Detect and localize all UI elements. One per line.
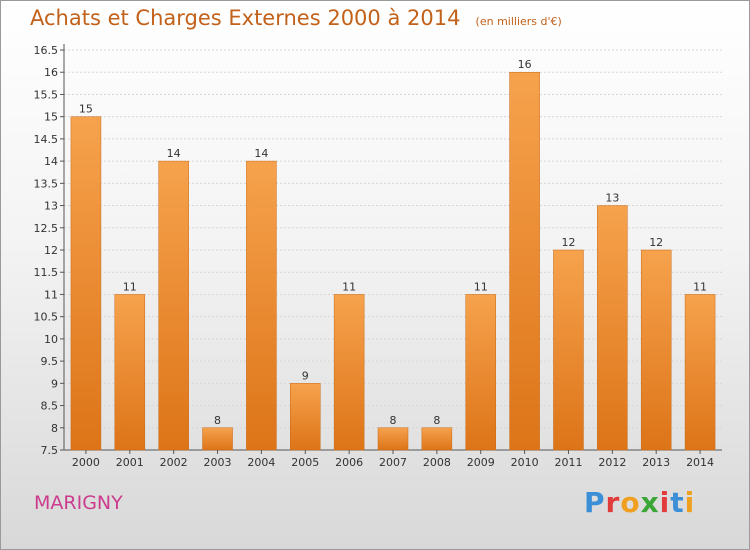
bar-2008 xyxy=(421,427,453,451)
bar-2006 xyxy=(333,294,365,451)
x-tick-label-2005: 2005 xyxy=(291,456,319,469)
y-tick-label: 13.5 xyxy=(34,177,59,190)
bar-2000 xyxy=(70,116,102,451)
data-label-2013: 12 xyxy=(649,236,663,249)
x-tick-label-2013: 2013 xyxy=(642,456,670,469)
data-label-2002: 14 xyxy=(167,147,181,160)
y-tick-label: 9 xyxy=(51,377,58,390)
data-label-2003: 8 xyxy=(214,414,221,427)
x-tick-label-2011: 2011 xyxy=(554,456,582,469)
proxiti-logo: Proxiti xyxy=(584,486,696,519)
bar-2007 xyxy=(377,427,409,451)
bar-2014 xyxy=(684,294,716,451)
x-tick-label-2002: 2002 xyxy=(160,456,188,469)
x-tick-label-2007: 2007 xyxy=(379,456,407,469)
data-label-2009: 11 xyxy=(474,280,488,293)
data-label-2005: 9 xyxy=(302,369,309,382)
data-label-2008: 8 xyxy=(433,414,440,427)
data-label-2011: 12 xyxy=(561,236,575,249)
data-label-2000: 15 xyxy=(79,103,93,116)
chart-title: Achats et Charges Externes 2000 à 2014 (… xyxy=(30,6,562,30)
chart-title-main: Achats et Charges Externes 2000 à 2014 xyxy=(30,6,461,30)
data-label-2012: 13 xyxy=(605,192,619,205)
data-label-2007: 8 xyxy=(390,414,397,427)
x-tick-label-2006: 2006 xyxy=(335,456,363,469)
y-tick-label: 14.5 xyxy=(34,133,59,146)
y-tick-label: 14 xyxy=(44,155,58,168)
x-tick-label-2012: 2012 xyxy=(598,456,626,469)
y-tick-label: 9.5 xyxy=(41,355,59,368)
bar-2012 xyxy=(597,205,628,451)
x-tick-label-2001: 2001 xyxy=(116,456,144,469)
x-tick-label-2004: 2004 xyxy=(247,456,275,469)
y-tick-label: 10 xyxy=(44,333,58,346)
y-tick-label: 11 xyxy=(44,288,58,301)
x-tick-label-2000: 2000 xyxy=(72,456,100,469)
y-tick-label: 15 xyxy=(44,111,58,124)
y-tick-label: 11.5 xyxy=(34,266,59,279)
x-tick-label-2014: 2014 xyxy=(686,456,714,469)
x-tick-label-2008: 2008 xyxy=(423,456,451,469)
y-tick-label: 8.5 xyxy=(41,400,59,413)
bar-2001 xyxy=(114,294,146,451)
data-label-2001: 11 xyxy=(123,280,137,293)
y-tick-label: 15.5 xyxy=(34,88,59,101)
y-tick-label: 7.5 xyxy=(41,444,59,457)
x-tick-label-2009: 2009 xyxy=(467,456,495,469)
data-label-2014: 11 xyxy=(693,280,707,293)
y-tick-label: 13 xyxy=(44,200,58,213)
y-tick-label: 16 xyxy=(44,66,58,79)
data-label-2004: 14 xyxy=(254,147,268,160)
bar-2011 xyxy=(553,249,584,451)
bar-2010 xyxy=(509,71,540,451)
commune-name: MARIGNY xyxy=(34,492,123,514)
bar-2004 xyxy=(246,160,277,451)
data-label-2010: 16 xyxy=(518,58,532,71)
y-tick-label: 16.5 xyxy=(34,44,59,57)
y-tick-label: 12.5 xyxy=(34,222,59,235)
y-tick-label: 12 xyxy=(44,244,58,257)
bar-2009 xyxy=(465,294,496,451)
data-label-2006: 11 xyxy=(342,280,356,293)
x-tick-label-2010: 2010 xyxy=(511,456,539,469)
bar-2013 xyxy=(640,249,672,451)
bar-2003 xyxy=(202,427,233,451)
y-tick-label: 10.5 xyxy=(34,311,59,324)
bar-2005 xyxy=(290,383,321,451)
bar-2002 xyxy=(158,160,189,451)
x-tick-label-2003: 2003 xyxy=(204,456,232,469)
y-tick-label: 8 xyxy=(51,422,58,435)
chart-title-unit: (en milliers d'€) xyxy=(475,15,562,28)
